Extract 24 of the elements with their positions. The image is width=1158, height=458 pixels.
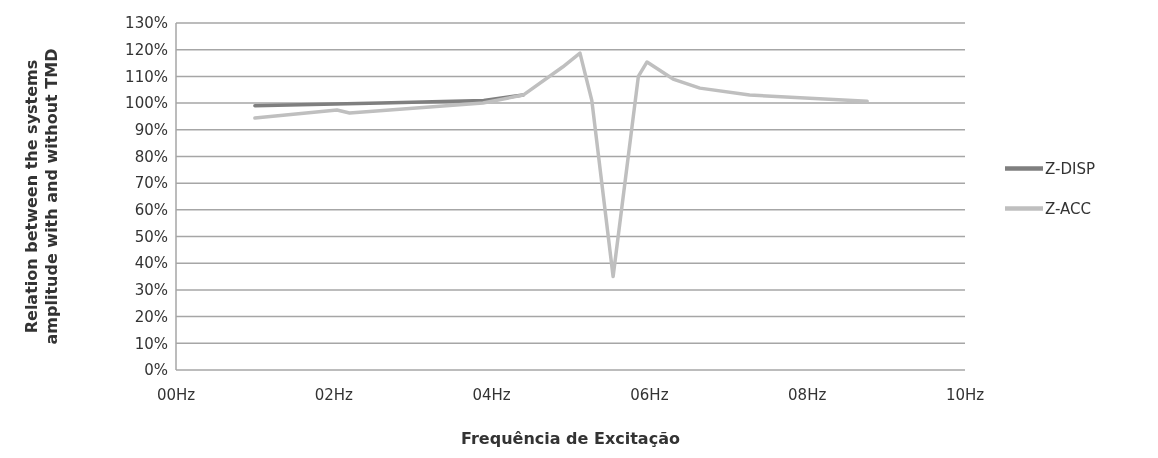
- y-tick-label: 20%: [134, 307, 168, 326]
- x-tick-label: 00Hz: [156, 386, 196, 404]
- y-tick-label: 10%: [134, 334, 168, 353]
- x-tick-label: 06Hz: [630, 386, 669, 404]
- legend-label: Z-ACC: [1045, 199, 1092, 218]
- y-axis-title: Relation between the systems amplitude with and without TMD: [21, 48, 61, 345]
- x-tick-label: 02Hz: [314, 386, 354, 404]
- y-tick-label: 120%: [125, 40, 168, 59]
- y-tick-label: 90%: [134, 121, 168, 140]
- y-tick-label: 110%: [125, 67, 168, 86]
- x-tick-label: 10Hz: [945, 386, 985, 404]
- y-tick-label: 0%: [144, 361, 168, 380]
- y-tick-label: 30%: [134, 281, 168, 300]
- x-tick-label: 04Hz: [472, 386, 511, 404]
- x-axis-title: Frequência de Excitação: [461, 429, 680, 448]
- y-tick-label: 40%: [134, 254, 168, 273]
- x-tick-label: 08Hz: [788, 386, 827, 404]
- y-tick-label: 70%: [134, 174, 168, 193]
- y-tick-label: 100%: [125, 94, 168, 113]
- y-tick-label: 130%: [125, 14, 168, 33]
- y-tick-label: 60%: [134, 201, 168, 220]
- y-tick-label: 50%: [134, 227, 168, 246]
- y-tick-label: 80%: [134, 147, 168, 166]
- legend-label: Z-DISP: [1045, 159, 1095, 178]
